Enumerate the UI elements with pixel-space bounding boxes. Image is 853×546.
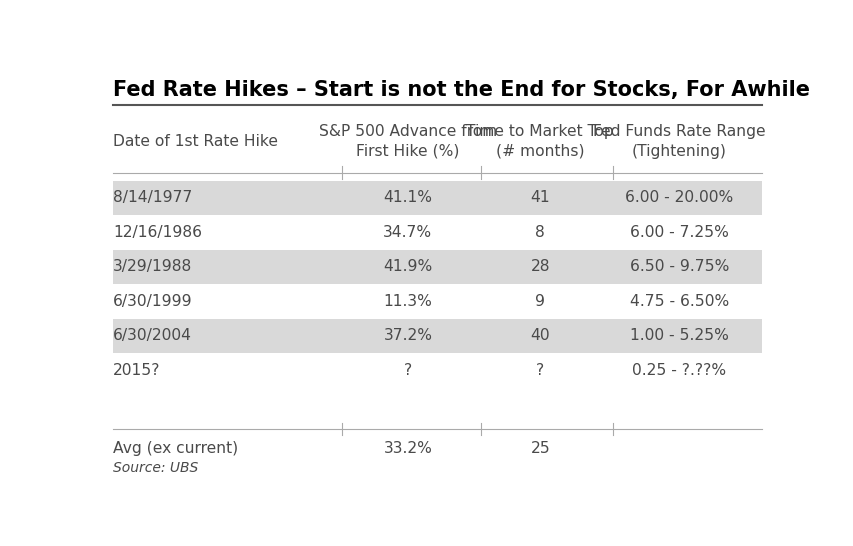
Text: 8: 8 xyxy=(535,225,544,240)
Text: 41.1%: 41.1% xyxy=(383,191,432,205)
Text: ?: ? xyxy=(403,363,411,378)
Text: 6/30/1999: 6/30/1999 xyxy=(113,294,193,309)
Text: 3/29/1988: 3/29/1988 xyxy=(113,259,193,275)
Text: Date of 1st Rate Hike: Date of 1st Rate Hike xyxy=(113,134,278,149)
Text: 4.75 - 6.50%: 4.75 - 6.50% xyxy=(629,294,728,309)
Text: 41.9%: 41.9% xyxy=(383,259,432,275)
Text: Source: UBS: Source: UBS xyxy=(113,461,199,476)
Text: Fed Funds Rate Range
(Tightening): Fed Funds Rate Range (Tightening) xyxy=(592,124,764,158)
Text: Time to Market Top
(# months): Time to Market Top (# months) xyxy=(466,124,613,158)
Text: 6.00 - 20.00%: 6.00 - 20.00% xyxy=(624,191,733,205)
Text: 33.2%: 33.2% xyxy=(383,441,432,455)
Text: 25: 25 xyxy=(530,441,549,455)
Text: 41: 41 xyxy=(530,191,549,205)
Text: 6/30/2004: 6/30/2004 xyxy=(113,328,192,343)
Text: ?: ? xyxy=(536,363,543,378)
Text: 40: 40 xyxy=(530,328,549,343)
Text: 2015?: 2015? xyxy=(113,363,160,378)
FancyBboxPatch shape xyxy=(113,319,761,353)
Text: 37.2%: 37.2% xyxy=(383,328,432,343)
Text: 28: 28 xyxy=(530,259,549,275)
Text: Avg (ex current): Avg (ex current) xyxy=(113,441,238,455)
Text: 6.50 - 9.75%: 6.50 - 9.75% xyxy=(629,259,728,275)
Text: 8/14/1977: 8/14/1977 xyxy=(113,191,193,205)
Text: 6.00 - 7.25%: 6.00 - 7.25% xyxy=(629,225,728,240)
Text: 1.00 - 5.25%: 1.00 - 5.25% xyxy=(629,328,728,343)
FancyBboxPatch shape xyxy=(113,250,761,284)
Text: S&P 500 Advance from
First Hike (%): S&P 500 Advance from First Hike (%) xyxy=(318,124,496,158)
Text: Fed Rate Hikes – Start is not the End for Stocks, For Awhile: Fed Rate Hikes – Start is not the End fo… xyxy=(113,80,809,100)
Text: 0.25 - ?.??%: 0.25 - ?.??% xyxy=(631,363,725,378)
Text: 11.3%: 11.3% xyxy=(383,294,432,309)
FancyBboxPatch shape xyxy=(113,181,761,215)
Text: 9: 9 xyxy=(535,294,544,309)
Text: 34.7%: 34.7% xyxy=(383,225,432,240)
Text: 12/16/1986: 12/16/1986 xyxy=(113,225,202,240)
